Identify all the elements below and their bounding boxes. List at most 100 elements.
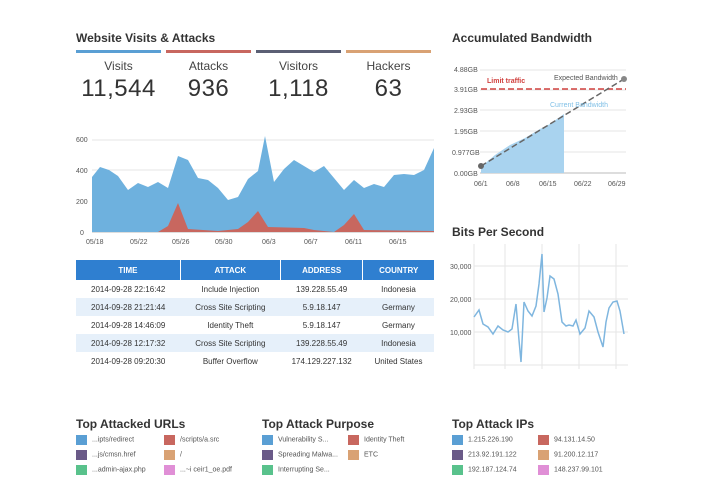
bandwidth-chart: 4.88GB 3.91GB 2.93GB 1.95GB 0.977GB 0.00… xyxy=(452,67,627,188)
bps-title: Bits Per Second xyxy=(452,225,545,239)
legend-label: 1.215.226.190 xyxy=(468,436,513,444)
legend-item[interactable]: ...ipts/redirect xyxy=(76,435,134,447)
legend-swatch xyxy=(262,450,273,460)
bw-y-tick-0: 4.88GB xyxy=(454,67,478,74)
expected-bandwidth-line xyxy=(480,78,625,167)
bw-x-tick-0: 06/1 xyxy=(474,181,488,188)
kpi-visits-label: Visits xyxy=(104,59,133,73)
legend-swatch xyxy=(76,465,87,475)
bw-y-tick-1: 3.91GB xyxy=(454,87,478,94)
area-x-tick-0611: 06/11 xyxy=(345,239,362,246)
kpi-visitors-bar xyxy=(256,50,341,53)
legend-item[interactable]: /scripts/a.src xyxy=(164,435,219,447)
table-row[interactable]: 2014-09-28 14:46:09 Identity Theft 5.9.1… xyxy=(76,316,434,334)
legend-item[interactable]: Interrupting Se... xyxy=(262,465,330,477)
visits-area xyxy=(92,136,434,232)
kpi-attacks-value: 936 xyxy=(187,75,230,102)
cell-country: Germany xyxy=(382,320,415,330)
bw-end-point xyxy=(621,76,627,82)
legend-swatch xyxy=(452,450,463,460)
legend-swatch xyxy=(348,450,359,460)
top-urls-title: Top Attacked URLs xyxy=(76,417,186,431)
cell-address: 139.228.55.49 xyxy=(296,284,348,294)
area-x-tick-0526: 05/26 xyxy=(172,239,190,246)
col-address[interactable]: ADDRESS xyxy=(280,260,364,280)
cell-attack: Cross Site Scripting xyxy=(180,334,281,352)
bps-y-tick-20000: 20,000 xyxy=(450,297,472,304)
legend-item[interactable]: 213.92.191.122 xyxy=(452,450,517,462)
area-y-tick-600: 600 xyxy=(76,137,88,144)
legend-label: Interrupting Se... xyxy=(278,466,330,474)
col-time[interactable]: TIME xyxy=(76,260,181,280)
kpi-visitors: Visitors 1,118 xyxy=(256,50,341,103)
legend-item[interactable]: 148.237.99.101 xyxy=(538,465,603,477)
table-row[interactable]: 2014-09-28 09:20:30 Buffer Overflow 174.… xyxy=(76,352,434,370)
legend-item[interactable]: ETC xyxy=(348,450,378,462)
legend-label: 94.131.14.50 xyxy=(554,436,595,444)
legend-swatch xyxy=(538,450,549,460)
cell-country: Indonesia xyxy=(362,334,434,352)
col-country[interactable]: COUNTRY xyxy=(362,260,434,280)
bw-y-tick-2: 2.93GB xyxy=(454,108,478,115)
legend-item[interactable]: ...js/cmsn.href xyxy=(76,450,136,462)
legend-label: ...js/cmsn.href xyxy=(92,451,136,459)
legend-item[interactable]: Spreading Malwa... xyxy=(262,450,338,462)
legend-label: 91.200.12.117 xyxy=(554,451,599,459)
legend-item[interactable]: Identity Theft xyxy=(348,435,404,447)
bps-grid xyxy=(473,244,628,369)
legend-swatch xyxy=(452,435,463,445)
legend-item[interactable]: ...~i ceir1_oe.pdf xyxy=(164,465,232,477)
legend-item[interactable]: 192.187.124.74 xyxy=(452,465,517,477)
bps-y-tick-10000: 10,000 xyxy=(450,330,472,337)
kpi-visitors-label: Visitors xyxy=(278,59,319,73)
kpi-visits: Visits 11,544 xyxy=(76,50,161,103)
bw-y-tick-5: 0.00GB xyxy=(454,171,478,178)
bw-x-tick-3: 06/22 xyxy=(574,181,592,188)
area-y-tick-400: 400 xyxy=(76,168,88,175)
legend-label: 148.237.99.101 xyxy=(554,466,603,474)
legend-swatch xyxy=(76,435,87,445)
current-bandwidth-label: Current Bandwidth xyxy=(550,102,608,109)
legend-item[interactable]: 1.215.226.190 xyxy=(452,435,513,447)
legend-label: ETC xyxy=(364,451,378,459)
cell-attack: Include Injection xyxy=(201,284,260,294)
cell-attack: Identity Theft xyxy=(207,320,254,330)
bps-chart: 30,000 20,000 10,000 xyxy=(450,244,628,369)
bw-start-point xyxy=(478,163,484,169)
kpi-attacks: Attacks 936 xyxy=(166,50,251,103)
kpi-hackers-bar xyxy=(346,50,431,53)
legend-swatch xyxy=(262,435,273,445)
area-x-tick-067: 06/7 xyxy=(304,239,318,246)
top-urls-legend: ...ipts/redirect /scripts/a.src ...js/cm… xyxy=(76,435,256,485)
top-purpose-legend: Vulnerability S... Identity Theft Spread… xyxy=(262,435,442,485)
cell-country: Indonesia xyxy=(381,284,416,294)
legend-item[interactable]: 91.200.12.117 xyxy=(538,450,598,462)
legend-swatch xyxy=(452,465,463,475)
legend-swatch xyxy=(164,450,175,460)
legend-label: ...ipts/redirect xyxy=(92,436,135,444)
legend-item[interactable]: Vulnerability S... xyxy=(262,435,328,447)
area-x-tick-0615: 06/15 xyxy=(389,239,407,246)
legend-item[interactable]: / xyxy=(164,450,182,462)
expected-bandwidth-label: Expected Bandwidth xyxy=(554,75,618,82)
legend-item[interactable]: 94.131.14.50 xyxy=(538,435,595,447)
table-row[interactable]: 2014-09-28 22:16:42 Include Injection 13… xyxy=(76,280,434,298)
table-row[interactable]: 2014-09-28 12:17:32 Cross Site Scripting… xyxy=(76,334,434,352)
area-x-tick-0518: 05/18 xyxy=(86,239,104,246)
cell-address: 139.228.55.49 xyxy=(280,334,363,352)
kpi-attacks-bar xyxy=(166,50,251,53)
legend-item[interactable]: ...admin-ajax.php xyxy=(76,465,146,477)
legend-label: /scripts/a.src xyxy=(180,436,220,444)
table-row[interactable]: 2014-09-28 21:21:44 Cross Site Scripting… xyxy=(76,298,434,316)
top-ips-title: Top Attack IPs xyxy=(452,417,535,431)
col-attack[interactable]: ATTACK xyxy=(180,260,281,280)
legend-swatch xyxy=(538,435,549,445)
attacks-table: TIME ATTACK ADDRESS COUNTRY 2014-09-28 2… xyxy=(76,260,434,370)
cell-country: Germany xyxy=(362,298,434,316)
cell-address: 174.129.227.132 xyxy=(291,356,352,366)
kpi-attacks-label: Attacks xyxy=(188,59,229,73)
legend-label: Spreading Malwa... xyxy=(278,451,338,459)
bps-y-tick-30000: 30,000 xyxy=(450,264,472,271)
attacks-area xyxy=(92,203,434,232)
kpi-hackers: Hackers 63 xyxy=(346,50,431,103)
